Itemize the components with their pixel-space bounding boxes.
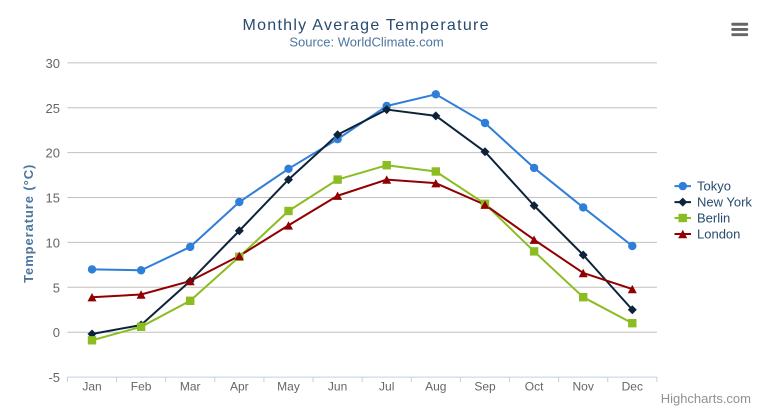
svg-text:Highcharts.com: Highcharts.com [661,391,751,406]
svg-text:Feb: Feb [131,380,152,394]
svg-text:Source: WorldClimate.com: Source: WorldClimate.com [289,35,443,50]
svg-text:Aug: Aug [425,380,446,394]
svg-text:25: 25 [46,101,60,116]
svg-text:London: London [697,226,740,241]
svg-text:Apr: Apr [230,380,249,394]
svg-text:New York: New York [697,195,752,210]
svg-text:May: May [277,380,300,394]
svg-text:Monthly Average Temperature: Monthly Average Temperature [243,17,489,34]
svg-text:Sep: Sep [474,380,496,394]
svg-text:30: 30 [46,56,60,71]
svg-text:Dec: Dec [622,380,643,394]
svg-text:Jan: Jan [82,380,101,394]
svg-text:5: 5 [53,280,60,295]
svg-text:Oct: Oct [525,380,544,394]
svg-text:Mar: Mar [180,380,201,394]
svg-text:Nov: Nov [573,380,594,394]
svg-text:0: 0 [53,325,60,340]
svg-text:Tokyo: Tokyo [697,179,731,194]
svg-text:Jun: Jun [328,380,347,394]
svg-text:Jul: Jul [379,380,394,394]
svg-text:20: 20 [46,146,60,161]
svg-text:Berlin: Berlin [697,210,730,225]
svg-text:15: 15 [46,191,60,206]
svg-text:-5: -5 [48,370,60,385]
svg-text:10: 10 [46,235,60,250]
svg-text:Temperature (°C): Temperature (°C) [21,164,36,283]
